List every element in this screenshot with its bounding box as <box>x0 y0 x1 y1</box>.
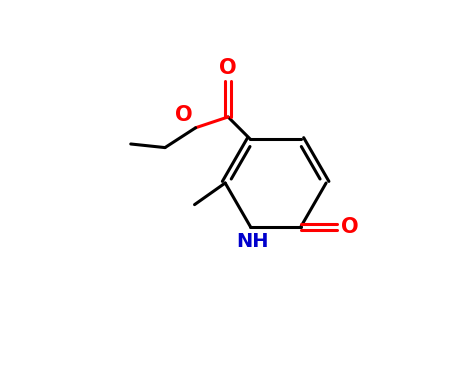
Text: O: O <box>219 58 237 78</box>
Text: O: O <box>340 217 358 237</box>
Text: NH: NH <box>236 232 269 251</box>
Text: O: O <box>175 105 193 125</box>
